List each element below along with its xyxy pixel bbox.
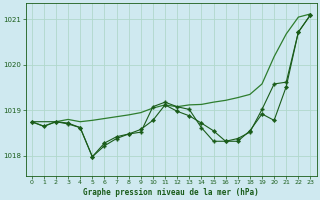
X-axis label: Graphe pression niveau de la mer (hPa): Graphe pression niveau de la mer (hPa)	[83, 188, 259, 197]
